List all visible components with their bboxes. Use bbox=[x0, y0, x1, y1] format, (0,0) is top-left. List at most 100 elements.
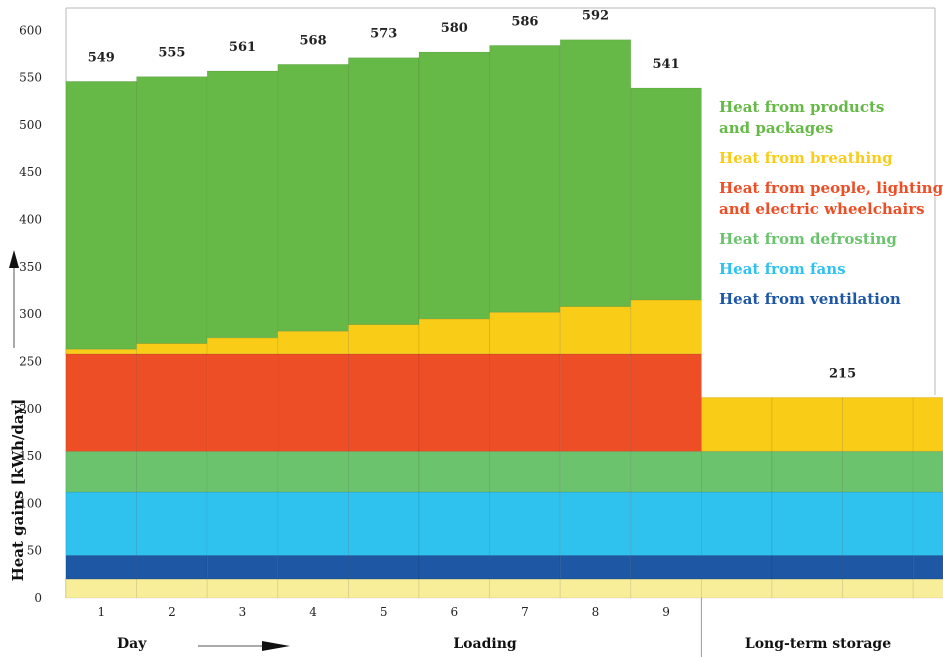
x-tick-label: 6 bbox=[450, 605, 458, 619]
bar-segment-1 bbox=[701, 578, 773, 599]
bar-segment-1 bbox=[206, 578, 279, 599]
bar-segment-7 bbox=[630, 87, 702, 301]
y-tick-label: 250 bbox=[19, 354, 42, 368]
total-label: 580 bbox=[441, 21, 468, 36]
bar-segment-5 bbox=[65, 353, 137, 452]
legend-entry: Heat from fans bbox=[719, 260, 846, 278]
legend: Heat from products and packages Heat from … bbox=[719, 98, 943, 308]
bar-segment-5 bbox=[206, 353, 279, 452]
bar-segment-6 bbox=[65, 348, 137, 355]
y-tick-label: 350 bbox=[19, 260, 42, 274]
y-tick-label: 500 bbox=[19, 118, 42, 132]
bar-segment-5 bbox=[418, 353, 490, 452]
bar-segment-3 bbox=[559, 491, 632, 556]
bar-segment-6 bbox=[489, 311, 561, 355]
total-labels: 549 555 561 568 573 580 586 592 541 215 bbox=[88, 9, 856, 382]
bar-segment-5 bbox=[277, 353, 349, 452]
bar-segment-6 bbox=[842, 397, 914, 452]
total-label: 555 bbox=[158, 46, 185, 61]
bar-segment-4 bbox=[630, 450, 702, 493]
bar-segment-4 bbox=[489, 450, 561, 493]
bar-segment-7 bbox=[206, 70, 279, 339]
bar-segment-2 bbox=[277, 555, 349, 580]
y-tick-label: 400 bbox=[19, 213, 42, 227]
bar-segment-2 bbox=[912, 555, 943, 580]
bar-segment-3 bbox=[347, 491, 420, 556]
y-tick-label: 50 bbox=[27, 544, 42, 558]
x-tick-label: 5 bbox=[380, 605, 388, 619]
bar-segment-2 bbox=[630, 555, 702, 580]
bar-segment-3 bbox=[771, 491, 843, 556]
bar-segment-1 bbox=[912, 578, 943, 599]
y-tick-label: 550 bbox=[19, 71, 42, 85]
legend-entry: Heat from ventilation bbox=[719, 290, 901, 308]
section-label: Long-term storage bbox=[745, 636, 891, 652]
bar-segment-6 bbox=[347, 324, 420, 355]
bar-segment-7 bbox=[277, 63, 349, 332]
bar-segment-7 bbox=[347, 57, 420, 325]
bar-segment-4 bbox=[277, 450, 349, 493]
bar-segment-3 bbox=[912, 491, 943, 556]
bar-segment-1 bbox=[559, 578, 632, 599]
bar-segment-7 bbox=[136, 76, 208, 344]
legend-entry: and packages bbox=[719, 119, 833, 137]
legend-entry: Heat from breathing bbox=[719, 149, 893, 167]
bar-segment-3 bbox=[630, 491, 702, 556]
bar-segment-2 bbox=[842, 555, 914, 580]
bar-segment-5 bbox=[136, 353, 208, 452]
y-tick-label: 300 bbox=[19, 307, 42, 321]
bar-segment-2 bbox=[136, 555, 208, 580]
total-label: 541 bbox=[653, 57, 680, 72]
bar-segment-3 bbox=[136, 491, 208, 556]
bar-segment-4 bbox=[418, 450, 490, 493]
x-axis-label: Day bbox=[117, 636, 147, 652]
bar-segment-7 bbox=[418, 51, 490, 320]
bar-segment-2 bbox=[347, 555, 420, 580]
y-arrow-head-icon bbox=[9, 250, 19, 268]
bar-segment-4 bbox=[347, 450, 420, 493]
bar-segment-4 bbox=[65, 450, 137, 493]
bar-segment-2 bbox=[418, 555, 490, 580]
bar-segment-1 bbox=[65, 578, 137, 599]
bar-segment-5 bbox=[630, 353, 702, 452]
bar-segment-4 bbox=[559, 450, 632, 493]
bar-segment-5 bbox=[559, 353, 632, 452]
x-axis: 1 2 3 4 5 6 7 8 9 Day Loading Long-term storage bbox=[97, 598, 891, 657]
bar-segment-3 bbox=[206, 491, 279, 556]
bar-segment-7 bbox=[65, 80, 137, 350]
bar-segment-3 bbox=[65, 491, 137, 556]
section-label: Loading bbox=[453, 636, 517, 652]
bar-segment-4 bbox=[842, 450, 914, 493]
bar-segment-2 bbox=[771, 555, 843, 580]
x-tick-label: 7 bbox=[521, 605, 529, 619]
bar-segment-3 bbox=[418, 491, 490, 556]
bar-segment-6 bbox=[701, 397, 773, 452]
bar-segment-5 bbox=[489, 353, 561, 452]
y-tick-label: 450 bbox=[19, 165, 42, 179]
y-tick-label: 200 bbox=[19, 402, 42, 416]
bar-segment-3 bbox=[489, 491, 561, 556]
bar-segment-6 bbox=[630, 299, 702, 355]
x-tick-label: 8 bbox=[592, 605, 600, 619]
bar-segment-7 bbox=[559, 39, 632, 307]
bar-segment-1 bbox=[489, 578, 561, 599]
bar-segment-2 bbox=[206, 555, 279, 580]
legend-entry: Heat from defrosting bbox=[719, 230, 897, 248]
bar-segment-1 bbox=[842, 578, 914, 599]
bar-segment-1 bbox=[418, 578, 490, 599]
bar-segment-3 bbox=[277, 491, 349, 556]
bar-segment-4 bbox=[136, 450, 208, 493]
legend-entry: and electric wheelchairs bbox=[719, 200, 925, 218]
bar-segment-6 bbox=[277, 330, 349, 355]
bar-segment-1 bbox=[630, 578, 702, 599]
x-tick-label: 4 bbox=[309, 605, 317, 619]
legend-entry: Heat from products bbox=[719, 98, 884, 116]
bar-segment-2 bbox=[701, 555, 773, 580]
y-tick-label: 0 bbox=[34, 591, 42, 605]
total-label: 592 bbox=[582, 9, 609, 24]
y-tick-label: 150 bbox=[19, 449, 42, 463]
total-label: 568 bbox=[300, 33, 327, 48]
bar-segment-3 bbox=[842, 491, 914, 556]
bar-segment-6 bbox=[206, 337, 279, 355]
